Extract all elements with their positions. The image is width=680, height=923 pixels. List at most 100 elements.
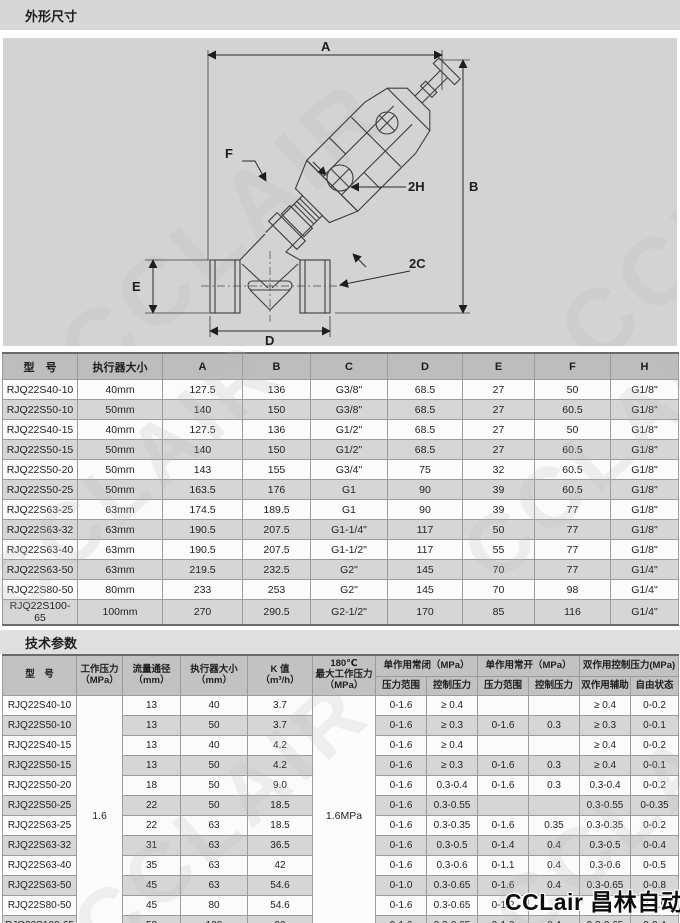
table-cell: 140 (162, 399, 243, 420)
table-cell: 54.6 (247, 875, 313, 896)
table-cell: 36.5 (247, 835, 313, 856)
table-cell: 50mm (77, 399, 163, 420)
table-cell: 0-0.4 (630, 915, 680, 923)
table-row: RJQ22S50-10 13 50 3.7 0-1.6 ≥ 0.3 0-1.6 0.3 ≥ 0.… (2, 715, 680, 736)
col-header-b: B (242, 352, 311, 380)
table-cell: 58 (122, 915, 181, 923)
table-cell: 0-0.2 (630, 815, 680, 836)
table-cell: 100 (180, 915, 248, 923)
spacer (0, 30, 680, 38)
col-header-h: H (610, 352, 679, 380)
table-cell: G3/8" (310, 399, 388, 420)
table-cell: 0-1.6 (477, 875, 530, 896)
table-cell: 85 (462, 599, 535, 626)
table-cell: RJQ22S63-25 (2, 499, 78, 520)
table-cell: G1/8" (610, 519, 679, 540)
table-cell: 0.4 (528, 855, 581, 876)
table-cell: 207.5 (242, 539, 311, 560)
table-cell: RJQ22S63-50 (2, 875, 77, 896)
table-cell: ≥ 0.4 (425, 695, 479, 716)
table-cell (477, 695, 530, 716)
table-cell: ≥ 0.3 (425, 715, 479, 736)
table-cell: 22 (122, 815, 181, 836)
table-cell: 27 (462, 399, 535, 420)
table-cell: 18 (122, 775, 181, 796)
table-cell: 290.5 (242, 599, 311, 626)
table-cell: 18.5 (247, 815, 313, 836)
table-cell: 4.2 (247, 735, 313, 756)
table-cell: 0-1.6 (375, 915, 427, 923)
table-row: RJQ22S80-50 80mm 233 253 G2" 145 70 98 G1/4" (2, 579, 679, 600)
table-cell (477, 795, 530, 816)
table-row: RJQ22S40-15 13 40 4.2 0-1.6 ≥ 0.4 ≥ 0.4 0-0.2 (2, 735, 680, 756)
sub-header-pressure-range-no: 压力范围 (477, 676, 530, 696)
group-header-single-acting-no: 单作用常开（MPa） (477, 654, 581, 677)
col-header-flow-bore: 流量通径 （mm） (122, 654, 181, 696)
table-cell: ≥ 0.4 (579, 755, 632, 776)
table-cell: RJQ22S100-65 (2, 915, 77, 923)
table-cell: 77 (534, 539, 611, 560)
table-row: RJQ22S50-20 18 50 9.0 0-1.6 0.3-0.4 0-1.6 0.3 0.… (2, 775, 680, 796)
col-header-d: D (387, 352, 463, 380)
col-header-c: C (310, 352, 388, 380)
table-header-row: 型 号 执行器大小 A B C D E F H (2, 352, 679, 380)
table-cell: 0.3-0.35 (425, 815, 479, 836)
table-row: RJQ22S40-10 40mm 127.5 136 G3/8" 68.5 27 50 G1/8… (2, 379, 679, 400)
table-cell: 0-0.2 (630, 695, 680, 716)
spacer (0, 346, 680, 352)
table-cell: 0-1.6 (375, 695, 427, 716)
table-cell: 0-1.2 (477, 895, 530, 916)
dimension-table-body: RJQ22S40-10 40mm 127.5 136 G3/8" 68.5 27 50 G1/8… (2, 379, 679, 626)
table-row: RJQ22S50-20 50mm 143 155 G3/4" 75 32 60.5 G1/8" (2, 459, 679, 480)
table-cell: 0.3-0.6 (425, 855, 479, 876)
table-cell: G1/8" (610, 479, 679, 500)
table-cell: ≥ 0.3 (579, 715, 632, 736)
table-cell: 50 (534, 379, 611, 400)
table-cell: 189.5 (242, 499, 311, 520)
table-row: RJQ22S50-15 50mm 140 150 G1/2" 68.5 27 60.5 G1/8… (2, 439, 679, 460)
table-cell: G1/4" (610, 559, 679, 580)
valve-body (209, 233, 331, 314)
table-cell: G1/8" (610, 459, 679, 480)
table-cell: RJQ22S63-32 (2, 835, 77, 856)
table-cell: 63 (180, 835, 248, 856)
table-cell: 150 (242, 439, 311, 460)
table-cell: 63 (180, 875, 248, 896)
table-cell: 40mm (77, 379, 163, 400)
table-cell: 0-1.6 (375, 795, 427, 816)
table-cell: G1/2" (310, 419, 388, 440)
table-cell: 150 (242, 399, 311, 420)
table-cell: 0-1.6 (375, 735, 427, 756)
table-cell: RJQ22S40-15 (2, 419, 78, 440)
table-cell: 77 (534, 499, 611, 520)
parameter-table-body: RJQ22S40-10 1.6 13 40 3.7 1.6MPa 0-1.6 ≥ 0.4 ≥ 0… (2, 695, 680, 923)
table-row: RJQ22S63-50 63mm 219.5 232.5 G2" 145 70 77 G1/4" (2, 559, 679, 580)
table-row: RJQ22S63-32 31 63 36.5 0-1.6 0.3-0.5 0-1.4 0.4 0… (2, 835, 680, 856)
table-cell: 0.3-0.5 (579, 835, 632, 856)
table-cell: 68.5 (387, 419, 463, 440)
table-cell: 0-1.6 (375, 815, 427, 836)
table-cell: 0.3-0.4 (425, 775, 479, 796)
sub-header-control-pressure-nc: 控制压力 (425, 676, 479, 696)
table-cell: 100mm (77, 599, 163, 626)
table-cell: G2" (310, 579, 388, 600)
table-cell: 60.5 (534, 479, 611, 500)
table-cell: RJQ22S63-25 (2, 815, 77, 836)
table-cell: RJQ22S80-50 (2, 579, 78, 600)
table-cell: 70 (462, 559, 535, 580)
table-cell: 190.5 (162, 519, 243, 540)
table-cell: RJQ22S63-50 (2, 559, 78, 580)
sub-header-free-state: 自由状态 (630, 676, 680, 696)
table-cell: 0-1.6 (375, 715, 427, 736)
table-cell: 63mm (77, 519, 163, 540)
table-cell: RJQ22S100-65 (2, 599, 78, 626)
table-cell: G1/8" (610, 499, 679, 520)
table-cell: ≥ 0.4 (579, 695, 632, 716)
table-cell: 0.3-0.6 (579, 855, 632, 876)
table-row: RJQ22S63-40 35 63 42 0-1.6 0.3-0.6 0-1.1 0.4 0.3… (2, 855, 680, 876)
table-cell: 0-0.2 (630, 775, 680, 796)
table-cell: G1/4" (610, 579, 679, 600)
col-header-model: 型 号 (2, 352, 78, 380)
table-cell: 18.5 (247, 795, 313, 816)
